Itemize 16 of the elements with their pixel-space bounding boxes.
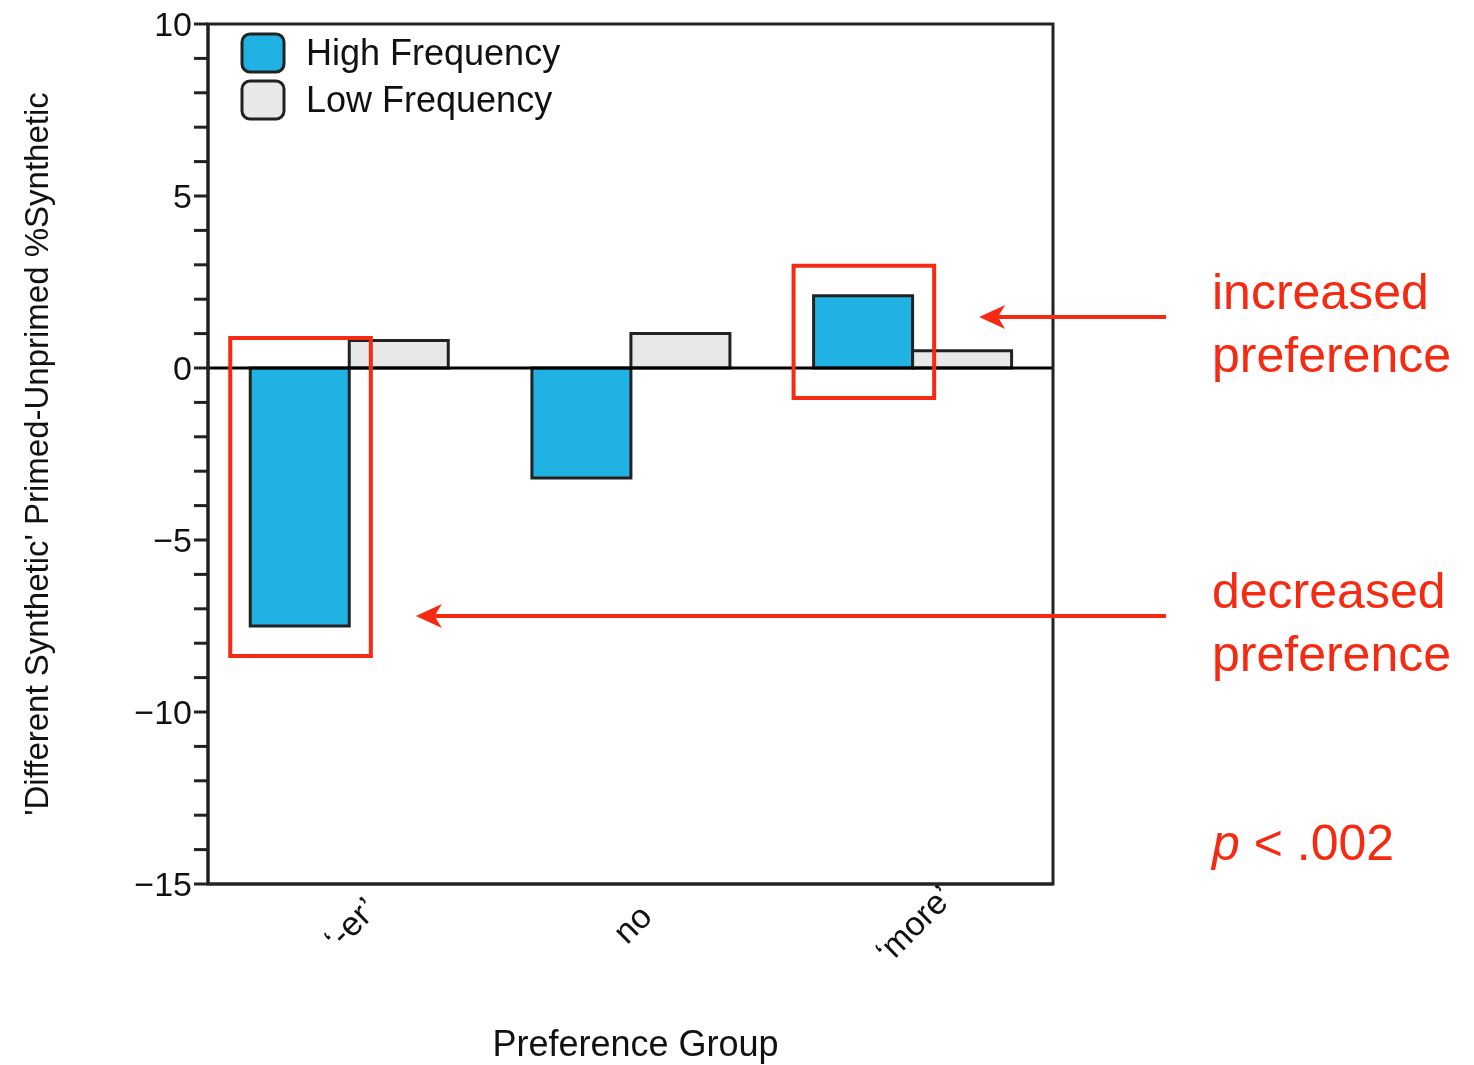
x-axis-title: Preference Group [492, 1023, 779, 1064]
legend-label: High Frequency [306, 32, 561, 73]
bar [629, 332, 732, 370]
text: increased preference [1212, 263, 1452, 383]
text: p < .002 [1210, 815, 1395, 871]
x-tick-label: ‘-er’ [316, 889, 385, 958]
text: decreased preference [1212, 563, 1452, 682]
y-tick-label: −10 [134, 693, 192, 732]
y-tick-label: 0 [173, 349, 192, 388]
y-tick-label: −15 [134, 865, 192, 904]
y-tick-label: −5 [153, 521, 192, 560]
legend-label: Low Frequency [306, 79, 553, 120]
x-tick-label: no [605, 896, 659, 951]
y-axis-title: 'Different Synthetic' Primed-Unprimed %Synthetic [18, 92, 55, 816]
y-tick-label: 5 [173, 177, 192, 216]
y-tick-label: 10 [154, 5, 192, 44]
